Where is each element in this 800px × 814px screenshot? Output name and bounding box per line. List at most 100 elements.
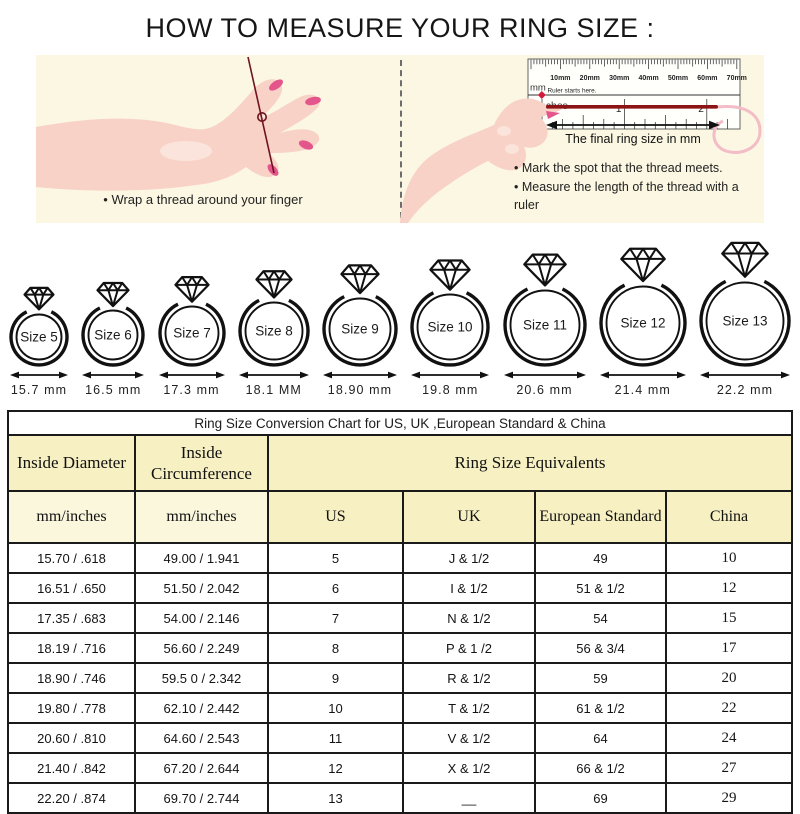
diameter-arrow [238, 371, 309, 379]
size-arrow-label: The final ring size in mm [565, 132, 700, 146]
hand-ruler-illustration: 10mm 20mm 30mm 40mm 50mm 60mm 70mm mm Ruler st… [400, 58, 762, 223]
column-header-ring-size-equivalents: Ring Size Equivalents [266, 434, 794, 492]
table-cell: 59 [533, 662, 667, 694]
ruler-mm-label: 70mm [727, 75, 747, 82]
hand-right-silhouette [400, 98, 562, 223]
ring-item: Size 9 18.90 mm [319, 263, 401, 397]
arrowhead-right [709, 120, 720, 130]
measuring-thread [546, 105, 762, 154]
conversion-table: Ring Size Conversion Chart for US, UK ,E… [6, 410, 794, 814]
ring-size-diagram: Size 5 15.7 mm Size 6 [6, 240, 794, 397]
diamond-icon [98, 283, 129, 306]
table-cell: 20 [664, 662, 794, 694]
ring-item: Size 7 17.3 mm [155, 275, 229, 397]
wrap-thread-panel: • Wrap a thread around your finger [36, 55, 400, 223]
table-row: 18.19 / .716 56.60 / 2.249 8 P & 1 /2 56 & 3… [6, 632, 794, 664]
ring-size-label: Size 12 [620, 316, 665, 331]
table-cell: N & 1/2 [401, 602, 536, 634]
diameter-arrow [82, 371, 145, 379]
panel-divider [400, 60, 402, 218]
table-cell: 22 [664, 692, 794, 724]
diameter-arrow [411, 371, 490, 379]
ring-icon: Size 12 [599, 246, 687, 367]
knuckle-highlight [505, 144, 519, 154]
instruction-panels: • Wrap a thread around your finger 10mm 2… [36, 55, 764, 223]
ring-size-label: Size 6 [94, 328, 132, 343]
table-cell: 54.00 / 2.146 [133, 602, 269, 634]
ring-item: Size 12 21.4 mm [596, 246, 690, 397]
ring-diameter-text: 19.8 mm [422, 383, 479, 397]
hand-left-silhouette [36, 79, 320, 191]
needle-and-thread [247, 56, 275, 174]
table-cell: 22.20 / .874 [6, 782, 136, 814]
right-captions: • Mark the spot that the thread meets. •… [514, 159, 764, 215]
needle-icon [247, 56, 275, 174]
sub-header-row: mm/inches mm/inches US UK European Standard C… [6, 490, 794, 544]
diameter-arrow [10, 371, 68, 379]
arrowhead-left [546, 120, 557, 130]
diamond-icon [175, 277, 208, 302]
knuckle-highlight [497, 126, 511, 136]
table-cell: 59.5 0 / 2.342 [133, 662, 269, 694]
thread-curl [712, 105, 762, 154]
ruler-mm-label: 60mm [697, 75, 717, 82]
table-cell: R & 1/2 [401, 662, 536, 694]
table-cell: 54 [533, 602, 667, 634]
column-header-inside-diameter: Inside Diameter [6, 434, 136, 492]
table-cell: 64.60 / 2.543 [133, 722, 269, 754]
table-cell: X & 1/2 [401, 752, 536, 784]
table-cell: 6 [266, 572, 404, 604]
table-cell: 17.35 / .683 [6, 602, 136, 634]
palm-highlight [160, 141, 212, 161]
ring-item: Size 10 19.8 mm [407, 258, 493, 397]
table-cell: 66 & 1/2 [533, 752, 667, 784]
column-header-circumference-mm-inches: mm/inches [133, 490, 269, 544]
table-cell: I & 1/2 [401, 572, 536, 604]
diamond-icon [256, 271, 291, 297]
table-cell: P & 1 /2 [401, 632, 536, 664]
table-cell: T & 1/2 [401, 692, 536, 724]
column-header-us: US [266, 490, 404, 544]
column-header-diameter-mm-inches: mm/inches [6, 490, 136, 544]
diameter-arrow [323, 371, 397, 379]
table-cell: 15.70 / .618 [6, 542, 136, 574]
fingernail [305, 96, 321, 106]
ruler-mm-label: 10mm [550, 75, 570, 82]
fingernail [546, 111, 560, 119]
table-row: 15.70 / .618 49.00 / 1.941 5 J & 1/2 49 10 [6, 542, 794, 574]
ring-size-label: Size 5 [20, 330, 58, 345]
ruler-mm-label: 20mm [580, 75, 600, 82]
left-caption: • Wrap a thread around your finger [103, 192, 303, 207]
ring-diameter-text: 15.7 mm [10, 383, 68, 397]
table-cell: 61 & 1/2 [533, 692, 667, 724]
table-cell: 12 [664, 572, 794, 604]
ring-diameter-text: 17.3 mm [163, 383, 220, 397]
table-cell: 56 & 3/4 [533, 632, 667, 664]
measure-ruler-panel: 10mm 20mm 30mm 40mm 50mm 60mm 70mm mm Ruler st… [400, 55, 764, 223]
column-header-uk: UK [401, 490, 536, 544]
table-cell: 8 [266, 632, 404, 664]
table-cell: 27 [664, 752, 794, 784]
table-cell: 10 [266, 692, 404, 724]
thread-line [546, 105, 718, 109]
table-cell: 17 [664, 632, 794, 664]
ring-diameter-text: 18.1 MM [245, 383, 302, 397]
table-cell: __ [401, 782, 536, 814]
table-cell: 20.60 / .810 [6, 722, 136, 754]
ruler-mm-ticks [530, 59, 738, 70]
hand-left [36, 79, 321, 191]
table-cell: 11 [266, 722, 404, 754]
table-cell: 51 & 1/2 [533, 572, 667, 604]
table-row: 17.35 / .683 54.00 / 2.146 7 N & 1/2 54 15 [6, 602, 794, 634]
table-cell: 18.19 / .716 [6, 632, 136, 664]
diamond-icon [25, 288, 54, 310]
column-header-inside-circumference: Inside Circumference [133, 434, 269, 492]
table-cell: 10 [664, 542, 794, 574]
ring-size-label: Size 13 [722, 314, 767, 329]
diamond-icon [621, 249, 664, 281]
ruler-graphic: 10mm 20mm 30mm 40mm 50mm 60mm 70mm mm Ruler st… [527, 58, 747, 130]
ring-size-label: Size 10 [428, 320, 473, 335]
table-cell: 18.90 / .746 [6, 662, 136, 694]
ring-diameter-text: 18.90 mm [327, 383, 393, 397]
table-cell: 24 [664, 722, 794, 754]
